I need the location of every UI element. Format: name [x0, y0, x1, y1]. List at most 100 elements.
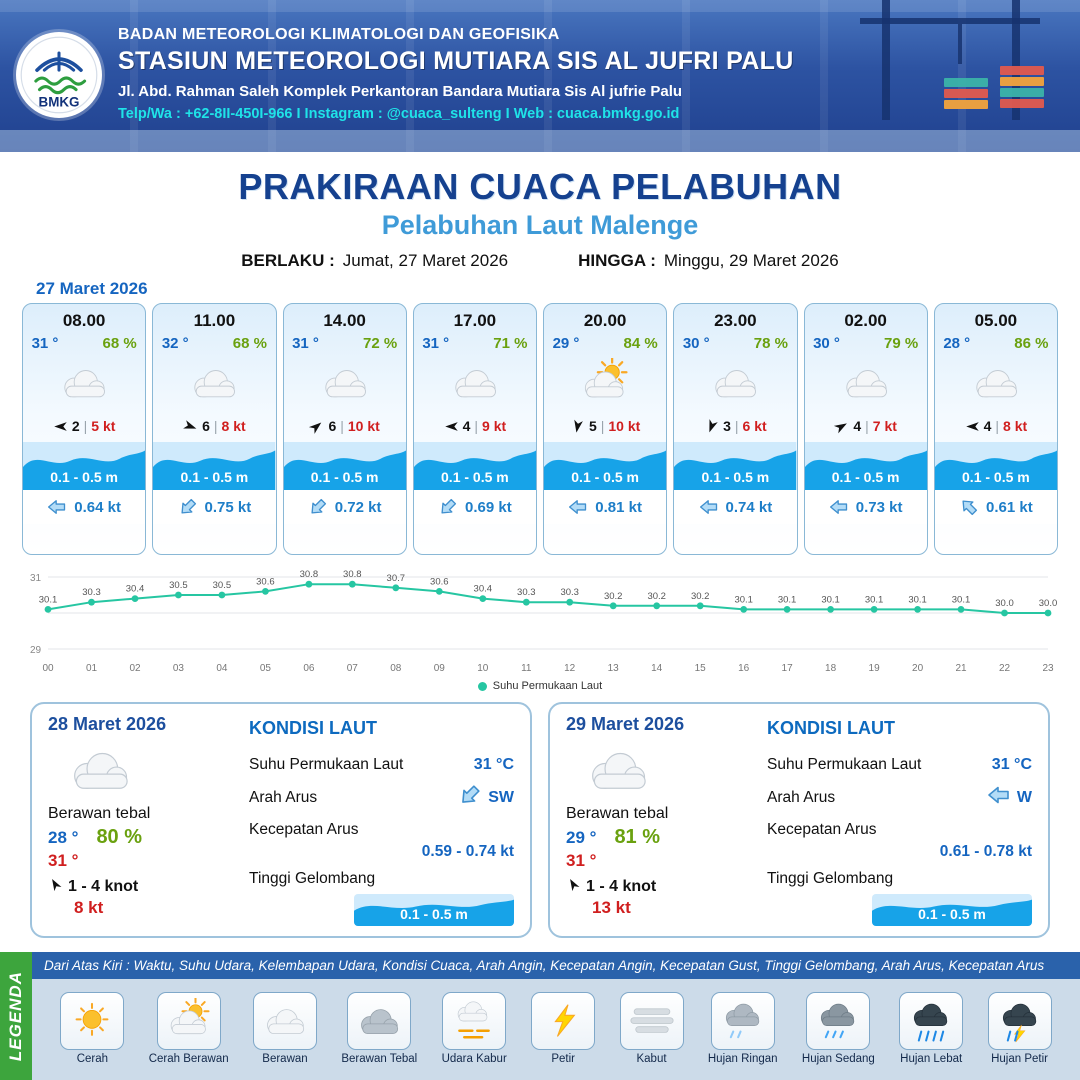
- daily-left: 29 Maret 2026 Berawan tebal 29 ° 81 % 31…: [566, 714, 757, 926]
- legend-item: Hujan Petir: [987, 992, 1052, 1065]
- svg-text:30.0: 30.0: [995, 598, 1014, 609]
- hingga-label: HINGGA :: [578, 251, 656, 270]
- wind-direction-arrow-icon: [309, 421, 322, 434]
- legend-item-label: Hujan Petir: [991, 1053, 1048, 1065]
- air-temperature: 31 °: [31, 335, 59, 352]
- separator: |: [213, 418, 218, 434]
- berlaku-label: BERLAKU :: [241, 251, 335, 270]
- svg-text:30.0: 30.0: [1039, 598, 1058, 609]
- current-direction-text: SW: [488, 788, 514, 806]
- svg-text:10: 10: [477, 663, 489, 674]
- daily-summary-row: 28 Maret 2026 Berawan tebal 28 ° 80 % 31…: [0, 702, 1080, 938]
- legend-item: Berawan: [252, 992, 317, 1065]
- wave-height-label: Tinggi Gelombang: [767, 870, 894, 887]
- header-text-block: BADAN METEOROLOGI KLIMATOLOGI DAN GEOFIS…: [118, 26, 850, 122]
- svg-text:03: 03: [173, 663, 185, 674]
- current-direction-arrow-icon: [462, 785, 480, 803]
- svg-text:20: 20: [912, 663, 924, 674]
- current-direction-arrow-icon: [441, 498, 457, 514]
- temp-humidity-row: 30 ° 78 %: [683, 335, 788, 352]
- wind-gust: 10 kt: [608, 418, 641, 434]
- forecast-time: 08.00: [62, 311, 106, 330]
- wind-direction-arrow-icon: [54, 421, 67, 431]
- forecast-card: 17.00 31 ° 71 % 4 | 9 kt 0.1 - 0.5 m 0.69 kt: [412, 303, 537, 555]
- wind-direction-arrow-icon: [570, 878, 580, 892]
- current-arrow-wrap: [458, 783, 482, 812]
- temp-humidity-row: 28 ° 86 %: [943, 335, 1048, 352]
- wave-height-label: Tinggi Gelombang: [249, 870, 376, 887]
- current-speed: 0.64 kt: [74, 498, 121, 516]
- wind-gust: 8 kt: [221, 418, 246, 434]
- crane-graphic: [1012, 0, 1020, 120]
- svg-text:09: 09: [434, 663, 446, 674]
- current-speed: 0.72 kt: [334, 498, 382, 516]
- forecast-card: 14.00 31 ° 72 % 6 | 10 kt 0.1 - 0.5 m 0.72 kt: [282, 303, 407, 555]
- legend-description: Dari Atas Kiri : Waktu, Suhu Udara, Kele…: [32, 952, 1080, 979]
- wind-row: 6 | 8 kt: [183, 414, 246, 438]
- air-temperature: 28 °: [943, 335, 971, 352]
- wind-speed-min: 4: [853, 418, 862, 434]
- air-temperature: 32 °: [161, 335, 189, 352]
- terminal-floor-graphic: [0, 130, 1080, 152]
- wind-direction-arrow-icon: [834, 422, 848, 433]
- svg-text:30.6: 30.6: [430, 576, 449, 587]
- crane-beam-graphic: [0, 0, 1080, 12]
- wind-gust: 5 kt: [91, 418, 116, 434]
- wind-gust: 7 kt: [872, 418, 897, 434]
- kondisi-laut-title: KONDISI LAUT: [767, 718, 896, 738]
- wave-graphic-icon: [153, 442, 276, 490]
- current-direction-arrow-icon: [48, 500, 66, 514]
- forecast-time: 20.00: [583, 311, 627, 330]
- berawan-icon: [455, 370, 496, 398]
- wind-speed-min: 2: [71, 418, 80, 434]
- svg-text:07: 07: [347, 663, 359, 674]
- crane-graphic: [958, 24, 962, 64]
- daily-humidity: 81 %: [614, 826, 661, 848]
- wave-graphic-icon: [804, 442, 927, 490]
- berawan-icon: [74, 752, 128, 789]
- wave-height: 0.1 - 0.5 m: [701, 469, 770, 485]
- wave-height: 0.1 - 0.5 m: [571, 469, 639, 485]
- legend-icon-box: [347, 992, 412, 1050]
- svg-text:22: 22: [999, 663, 1011, 674]
- wave-height: 0.1 - 0.5 m: [918, 906, 986, 922]
- air-temperature: 30 °: [682, 335, 710, 352]
- wind-gust: 8 kt: [1003, 418, 1028, 434]
- kondisi-laut-panel: KONDISI LAUT Suhu Permukaan Laut 31 °C A…: [757, 714, 1032, 926]
- daily-temp-min: 29 °: [566, 828, 597, 847]
- header-banner: BMKG BADAN METEOROLOGI KLIMATOLOGI DAN G…: [0, 0, 1080, 152]
- daily-date: 29 Maret 2026: [566, 714, 685, 734]
- svg-text:30.8: 30.8: [300, 569, 319, 580]
- legend-icon-box: [806, 992, 871, 1050]
- wave-height-row: Tinggi Gelombang: [249, 870, 514, 888]
- svg-text:30.7: 30.7: [387, 573, 406, 584]
- current-row: 0.81 kt: [544, 490, 667, 524]
- legend-item-label: Berawan Tebal: [341, 1053, 418, 1065]
- svg-text:30.2: 30.2: [691, 591, 710, 602]
- daily-temp-min: 28 °: [48, 828, 79, 847]
- bmkg-logo-icon: BMKG: [20, 36, 98, 114]
- temp-humidity-row: 31 ° 71 %: [422, 335, 527, 352]
- kabut-icon: [629, 1008, 674, 1033]
- svg-text:31: 31: [30, 573, 42, 584]
- current-speed-row: Kecepatan Arus: [767, 821, 1032, 839]
- forecast-card: 05.00 28 ° 86 % 4 | 8 kt 0.1 - 0.5 m 0.61 kt: [933, 303, 1058, 555]
- current-direction-arrow-icon: [569, 500, 587, 514]
- legend-icon-box: [619, 992, 684, 1050]
- wave-band: 0.1 - 0.5 m: [934, 442, 1057, 490]
- svg-text:30.6: 30.6: [256, 576, 275, 587]
- daily-weather-icon-wrap: [576, 737, 757, 803]
- current-speed: 0.75 kt: [204, 498, 252, 516]
- svg-text:08: 08: [390, 663, 402, 674]
- svg-text:01: 01: [86, 663, 98, 674]
- daily-gust: 13 kt: [592, 898, 631, 917]
- wave-band: 0.1 - 0.5 m: [413, 442, 536, 490]
- forecast-card: 02.00 30 ° 79 % 4 | 7 kt 0.1 - 0.5 m 0.73 kt: [803, 303, 928, 555]
- sst-row: Suhu Permukaan Laut 31 °C: [767, 756, 1032, 774]
- wind-speed-min: 4: [462, 418, 471, 434]
- wind-speed-min: 3: [723, 418, 731, 434]
- legend-item-label: Berawan: [262, 1053, 308, 1065]
- current-direction-label: Arah Arus: [767, 788, 836, 806]
- svg-text:11: 11: [521, 663, 532, 674]
- weather-icon-wrap: [835, 352, 897, 414]
